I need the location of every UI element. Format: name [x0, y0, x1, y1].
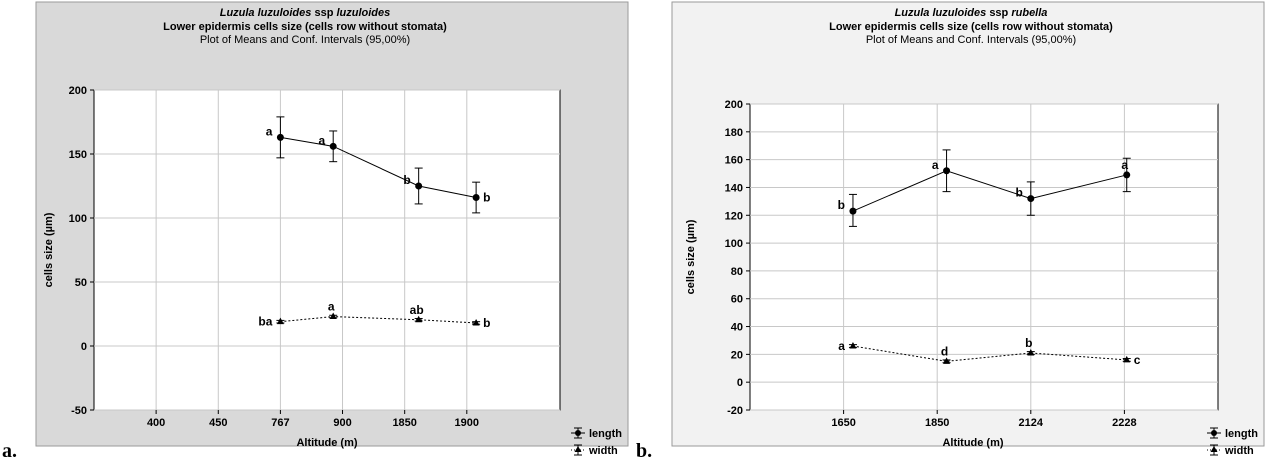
y-tick-label-b-200: 200 [725, 99, 743, 111]
x-tick-label-b-1650: 1650 [831, 417, 855, 429]
chart-subtitle2-b: Plot of Means and Conf. Intervals (95,00… [866, 34, 1076, 46]
chart-subtitle-a: Lower epidermis cells size (cells row wi… [163, 21, 447, 33]
point-b-width-1850 [943, 357, 951, 364]
point-b-width-1650 [849, 342, 857, 349]
x-tick-label-b-2124: 2124 [1019, 417, 1044, 429]
point-b-length-2124 [1027, 195, 1035, 203]
chart-b: Luzula luzuloides ssp rubella Lower epid… [671, 1, 1265, 457]
point-a-width-1900 [472, 318, 480, 326]
chart-title-b: Luzula luzuloides ssp rubella [895, 7, 1048, 19]
data-label-a-width-1850: ab [410, 303, 424, 317]
y-tick-label-b-20: 20 [731, 349, 743, 361]
legend-b: length width [1207, 427, 1258, 457]
panel-b: Luzula luzuloides ssp rubella Lower epid… [636, 0, 1271, 464]
y-tick-label-b-140: 140 [725, 182, 743, 194]
y-tick-label-a-200: 200 [69, 85, 87, 97]
x-axis-label-b: Altitude (m) [942, 437, 1003, 449]
point-a-length-1850 [415, 182, 423, 190]
x-tick-label-a-767: 767 [271, 417, 289, 429]
legend-width-icon-a [571, 444, 585, 456]
data-label-a-length-767: a [266, 124, 273, 138]
point-a-width-1850 [415, 315, 423, 323]
legend-width-icon-b [1207, 444, 1221, 456]
series-line-b-length [852, 170, 1127, 212]
chart-a: Luzula luzuloides ssp luzuloides Lower e… [35, 1, 629, 457]
data-label-b-length-1650: b [838, 198, 845, 212]
data-label-b-width-1850: d [941, 344, 948, 358]
data-label-a-width-900: a [328, 300, 335, 314]
panel-a: Luzula luzuloides ssp luzuloides Lower e… [0, 0, 635, 464]
y-tick-label-b-80: 80 [731, 266, 743, 278]
y-tick-label-a-150: 150 [69, 149, 87, 161]
data-label-b-length-1850: a [932, 158, 939, 172]
x-tick-label-b-2228: 2228 [1112, 417, 1136, 429]
data-label-a-width-767: ba [258, 315, 272, 329]
y-tick-label-b--20: -20 [727, 405, 743, 417]
chart-subtitle-b: Lower epidermis cells size (cells row wi… [829, 21, 1113, 33]
data-label-b-width-2228: c [1134, 353, 1141, 367]
y-tick-label-b-180: 180 [725, 127, 743, 139]
y-tick-label-b-100: 100 [725, 238, 743, 250]
point-a-length-900 [329, 142, 337, 150]
data-label-b-length-2228: a [1121, 158, 1128, 172]
plot-area-b [749, 103, 1219, 411]
legend-width-label-a: width [588, 445, 618, 457]
chart-title-a: Luzula luzuloides ssp luzuloides [220, 7, 391, 19]
legend-a: length width [571, 427, 622, 457]
legend-length-icon-a [571, 427, 585, 439]
data-label-b-width-1650: a [838, 339, 845, 353]
point-a-width-900 [329, 312, 337, 320]
x-tick-label-a-1850: 1850 [392, 417, 416, 429]
data-label-a-length-1900: b [483, 191, 490, 205]
legend-length-icon-b [1207, 427, 1221, 439]
y-tick-label-a-50: 50 [75, 277, 87, 289]
y-tick-label-a--50: -50 [71, 405, 87, 417]
x-axis-label-a: Altitude (m) [296, 437, 357, 449]
y-tick-label-b-120: 120 [725, 210, 743, 222]
panel-letter-a: a. [2, 440, 17, 462]
point-b-length-2228 [1123, 171, 1131, 179]
y-tick-label-a-100: 100 [69, 213, 87, 225]
chart-subtitle2-a: Plot of Means and Conf. Intervals (95,00… [200, 34, 410, 46]
point-b-length-1650 [849, 207, 857, 215]
y-tick-label-b-40: 40 [731, 322, 743, 334]
y-axis-label-a: cells size (µm) [43, 212, 55, 287]
plot-area-a [93, 89, 561, 411]
y-tick-label-a-0: 0 [81, 341, 87, 353]
data-label-a-width-1900: b [483, 316, 490, 330]
y-tick-label-b-0: 0 [737, 377, 743, 389]
x-tick-label-b-1850: 1850 [925, 417, 949, 429]
data-label-b-length-2124: b [1015, 186, 1022, 200]
series-line-b-width [852, 345, 1127, 362]
point-a-length-1900 [472, 194, 480, 202]
series-line-a-length [280, 136, 477, 199]
point-b-width-2124 [1027, 348, 1035, 356]
x-tick-label-a-400: 400 [147, 417, 165, 429]
point-a-length-767 [276, 133, 284, 141]
y-axis-label-b: cells size (µm) [685, 219, 697, 294]
x-tick-label-a-450: 450 [209, 417, 227, 429]
data-label-b-width-2124: b [1025, 336, 1032, 350]
y-tick-label-b-60: 60 [731, 294, 743, 306]
point-b-length-1850 [943, 167, 951, 175]
x-tick-label-a-1900: 1900 [455, 417, 479, 429]
panel-letter-b: b. [636, 440, 653, 462]
legend-length-label-b: length [1225, 428, 1258, 440]
legend-length-label-a: length [589, 428, 622, 440]
x-tick-label-a-900: 900 [333, 417, 351, 429]
data-label-a-length-1850: b [403, 173, 410, 187]
point-a-width-767 [276, 317, 284, 325]
data-label-a-length-900: a [319, 133, 326, 147]
y-tick-label-b-160: 160 [725, 155, 743, 167]
legend-width-label-b: width [1224, 445, 1254, 457]
point-b-width-2228 [1123, 355, 1131, 363]
